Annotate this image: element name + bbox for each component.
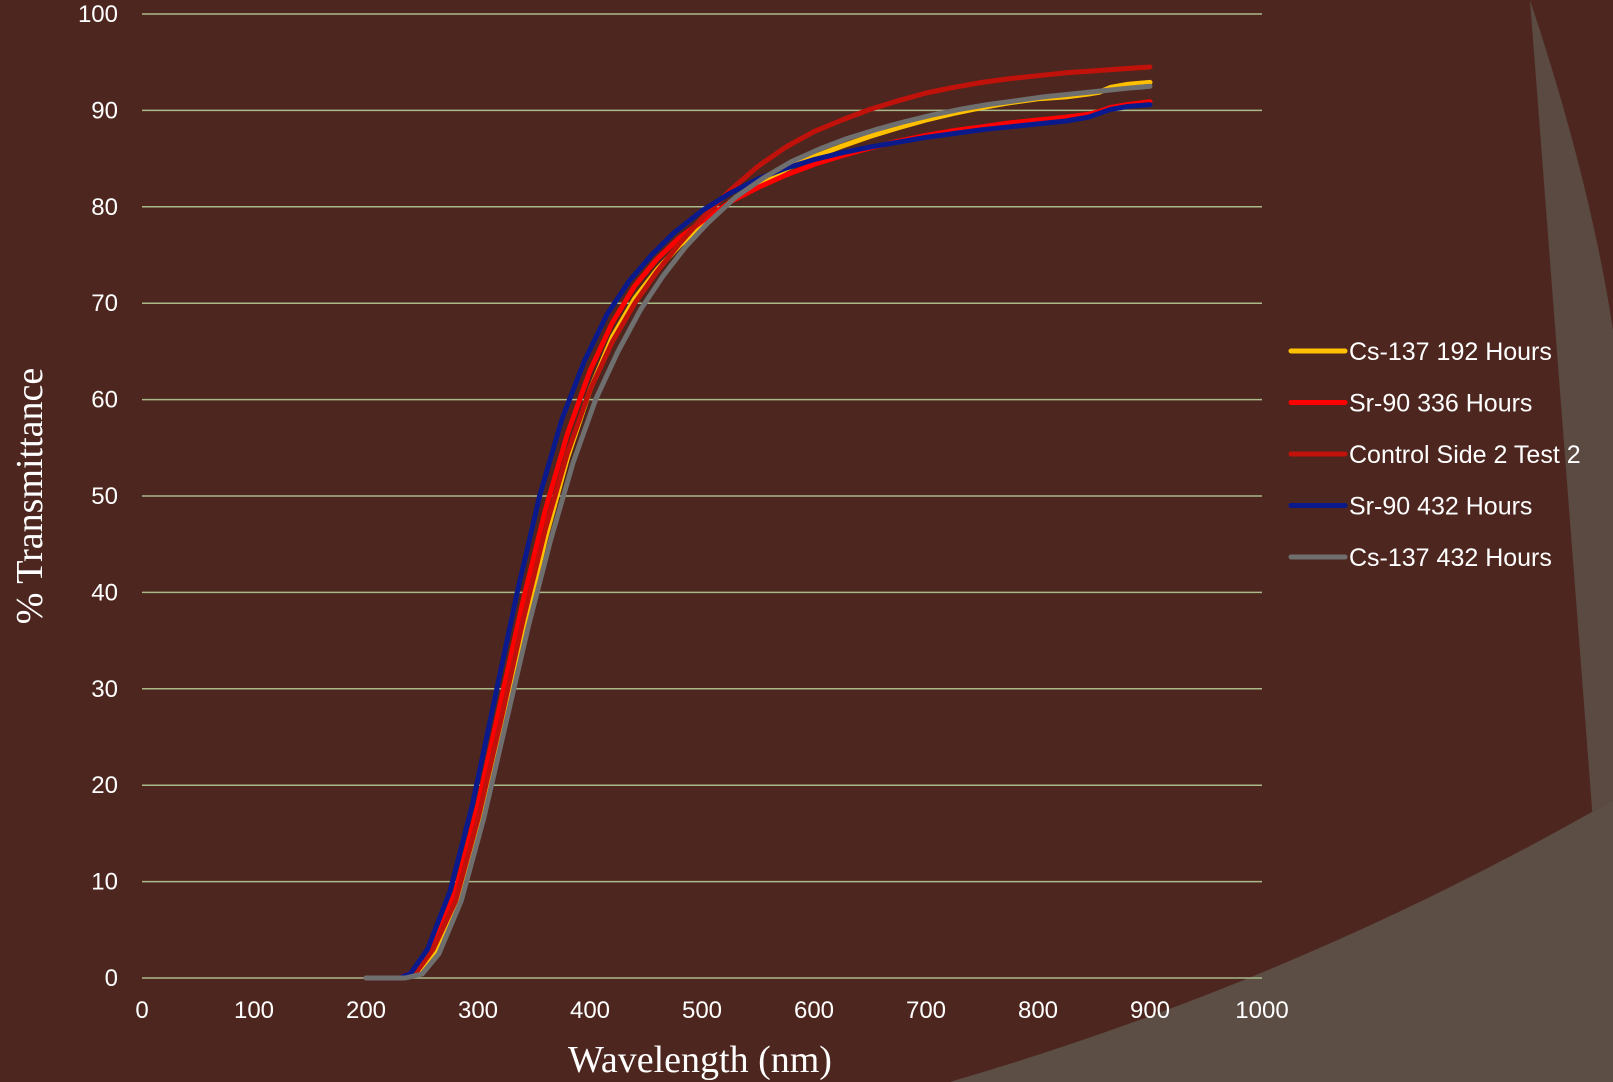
- x-tick-label: 0: [135, 997, 148, 1024]
- series-line-1: [363, 79, 1153, 981]
- y-tick-label: 100: [78, 1, 118, 28]
- y-tick-label: 40: [91, 579, 118, 606]
- y-tick-label: 50: [91, 483, 118, 510]
- y-tick-label: 10: [91, 869, 118, 896]
- x-tick-label: 800: [1018, 997, 1058, 1024]
- slide-background-curve-light: [950, 800, 1613, 1082]
- x-tick-label: 600: [794, 997, 834, 1024]
- x-tick-label: 200: [346, 997, 386, 1024]
- legend-label-4: Sr-90 432 Hours: [1349, 493, 1532, 521]
- series-lines: [363, 64, 1153, 981]
- y-tick-label: 80: [91, 194, 118, 221]
- y-tick-label: 90: [91, 97, 118, 124]
- series-line-4: [363, 102, 1153, 981]
- x-tick-label: 700: [906, 997, 946, 1024]
- gridlines: [142, 13, 1262, 979]
- legend-label-5: Cs-137 432 Hours: [1349, 544, 1552, 572]
- x-tick-label: 1000: [1235, 997, 1288, 1024]
- y-tick-label: 30: [91, 676, 118, 703]
- legend-label-2: Sr-90 336 Hours: [1349, 390, 1532, 418]
- x-axis-title: Wavelength (nm): [568, 1039, 832, 1081]
- y-axis-title: % Transmittance: [9, 368, 51, 624]
- legend-label-3: Control Side 2 Test 2: [1349, 441, 1581, 469]
- series-line-5: [363, 83, 1153, 981]
- series-line-3: [363, 64, 1153, 981]
- y-tick-label: 20: [91, 772, 118, 799]
- y-axis-tick-labels: 0 10 20 30 40 50 60 70 80 90 100: [78, 1, 118, 992]
- x-tick-label: 100: [234, 997, 274, 1024]
- legend-label-1: Cs-137 192 Hours: [1349, 338, 1552, 366]
- x-axis-tick-labels: 0 100 200 300 400 500 600 700 800 900 1000: [135, 997, 1288, 1024]
- y-tick-label: 60: [91, 387, 118, 414]
- x-tick-label: 300: [458, 997, 498, 1024]
- x-tick-label: 400: [570, 997, 610, 1024]
- y-tick-label: 0: [105, 965, 118, 992]
- y-tick-label: 70: [91, 290, 118, 317]
- series-line-2: [363, 99, 1153, 981]
- x-tick-label: 500: [682, 997, 722, 1024]
- legend: Cs-137 192 Hours Sr-90 336 Hours Control S…: [1288, 338, 1581, 572]
- x-tick-label: 900: [1130, 997, 1170, 1024]
